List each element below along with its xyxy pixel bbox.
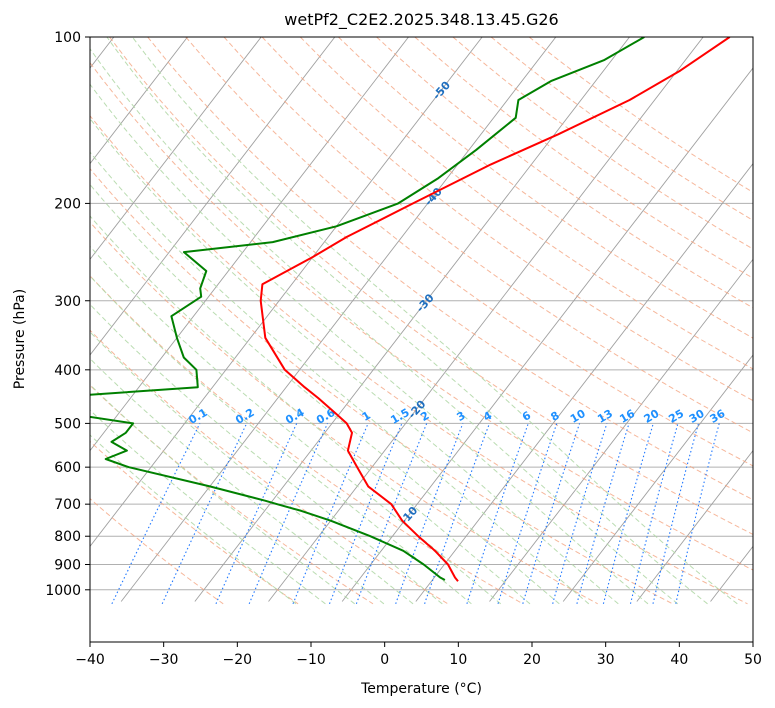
dry-adiabat xyxy=(147,37,753,501)
x-tick-label: −10 xyxy=(296,652,326,668)
isotherm-line xyxy=(90,37,188,165)
y-tick-label: 100 xyxy=(54,30,81,46)
moist-adiabat xyxy=(90,409,326,605)
y-tick-label: 200 xyxy=(54,196,81,212)
isotherm-line xyxy=(562,354,753,602)
y-tick-label: 300 xyxy=(54,294,81,310)
dry-adiabat xyxy=(185,37,753,467)
dry-adiabat xyxy=(90,221,598,605)
plot-frame xyxy=(89,36,754,643)
y-tick-label: 600 xyxy=(54,460,81,476)
y-tick-label: 500 xyxy=(54,416,81,432)
moist-adiabat xyxy=(90,303,443,605)
moist-adiabat xyxy=(131,37,738,605)
dry-adiabat xyxy=(90,275,524,605)
dry-adiabat xyxy=(109,37,753,535)
temperature-profile xyxy=(259,37,731,582)
x-tick-label: −20 xyxy=(223,652,253,668)
dry-adiabat xyxy=(299,37,753,370)
moist-adiabat xyxy=(90,434,297,605)
isotherm-line xyxy=(90,37,262,261)
dry-adiabat xyxy=(90,167,673,605)
y-axis-label: Pressure (hPa) xyxy=(12,289,28,389)
isotherm-line xyxy=(194,37,630,602)
mixing-ratio-line xyxy=(522,423,581,604)
x-tick-label: −40 xyxy=(75,652,105,668)
moist-adiabat xyxy=(90,357,385,605)
dry-adiabat xyxy=(90,61,753,571)
dry-adiabat xyxy=(90,498,224,605)
mixing-ratio-line xyxy=(161,423,248,605)
y-tick-label: 1000 xyxy=(45,583,81,599)
chart-title: wetPf2_C2E2.2025.348.13.45.G26 xyxy=(284,10,558,30)
moist-adiabat xyxy=(90,383,355,605)
mixing-ratio-line xyxy=(215,423,298,605)
dewpoint-profile xyxy=(90,37,645,581)
y-tick-label: 800 xyxy=(54,529,81,545)
x-tick-label: 10 xyxy=(449,652,467,668)
isotherm-line xyxy=(415,162,753,602)
moist-adiabat xyxy=(106,37,708,605)
x-tick-label: 40 xyxy=(670,652,688,668)
y-axis: 100 200 300 400 500 600 700 800 900 1000 xyxy=(45,30,90,599)
isotherm-line xyxy=(268,37,704,602)
moist-adiabat xyxy=(90,245,502,605)
mixing-ratio-line xyxy=(248,423,329,605)
mixing-ratio-line xyxy=(552,423,608,604)
mixing-ratio-line xyxy=(576,423,630,604)
mixing-ratio-line xyxy=(497,423,558,604)
x-axis: −40 −30 −20 −10 0 10 20 30 40 50 xyxy=(75,642,762,668)
y-tick-label: 700 xyxy=(54,497,81,513)
isotherm-line xyxy=(90,37,336,356)
x-tick-label: 20 xyxy=(523,652,541,668)
dry-adiabat xyxy=(223,37,753,434)
moist-adiabat xyxy=(90,83,649,605)
x-tick-label: −30 xyxy=(149,652,179,668)
moist-adiabat xyxy=(90,151,590,605)
moist-adiabat xyxy=(90,117,619,605)
moist-adiabat xyxy=(90,215,531,605)
dry-adiabat xyxy=(261,37,753,402)
isotherm-line xyxy=(489,258,753,602)
isotherm-line xyxy=(90,37,483,548)
mixing-ratio-line xyxy=(602,423,654,604)
mixing-ratio-line xyxy=(395,423,464,604)
x-tick-label: 50 xyxy=(744,652,762,668)
x-tick-label: 30 xyxy=(597,652,615,668)
x-tick-label: 0 xyxy=(380,652,389,668)
moist-adiabat xyxy=(90,47,679,605)
y-tick-label: 900 xyxy=(54,558,81,574)
mixing-ratio-line xyxy=(355,423,428,604)
isotherm-line xyxy=(636,449,753,602)
dry-adiabat xyxy=(90,114,748,605)
isotherm-line xyxy=(120,37,557,602)
isotherm-line xyxy=(90,37,409,452)
dry-adiabat xyxy=(90,329,449,605)
isotherm-line xyxy=(341,67,753,602)
x-axis-label: Temperature (°C) xyxy=(360,681,482,697)
mixing-ratio-line xyxy=(111,423,201,605)
moist-adiabat xyxy=(90,331,414,605)
y-tick-label: 400 xyxy=(54,363,81,379)
dry-adiabat xyxy=(414,37,753,279)
